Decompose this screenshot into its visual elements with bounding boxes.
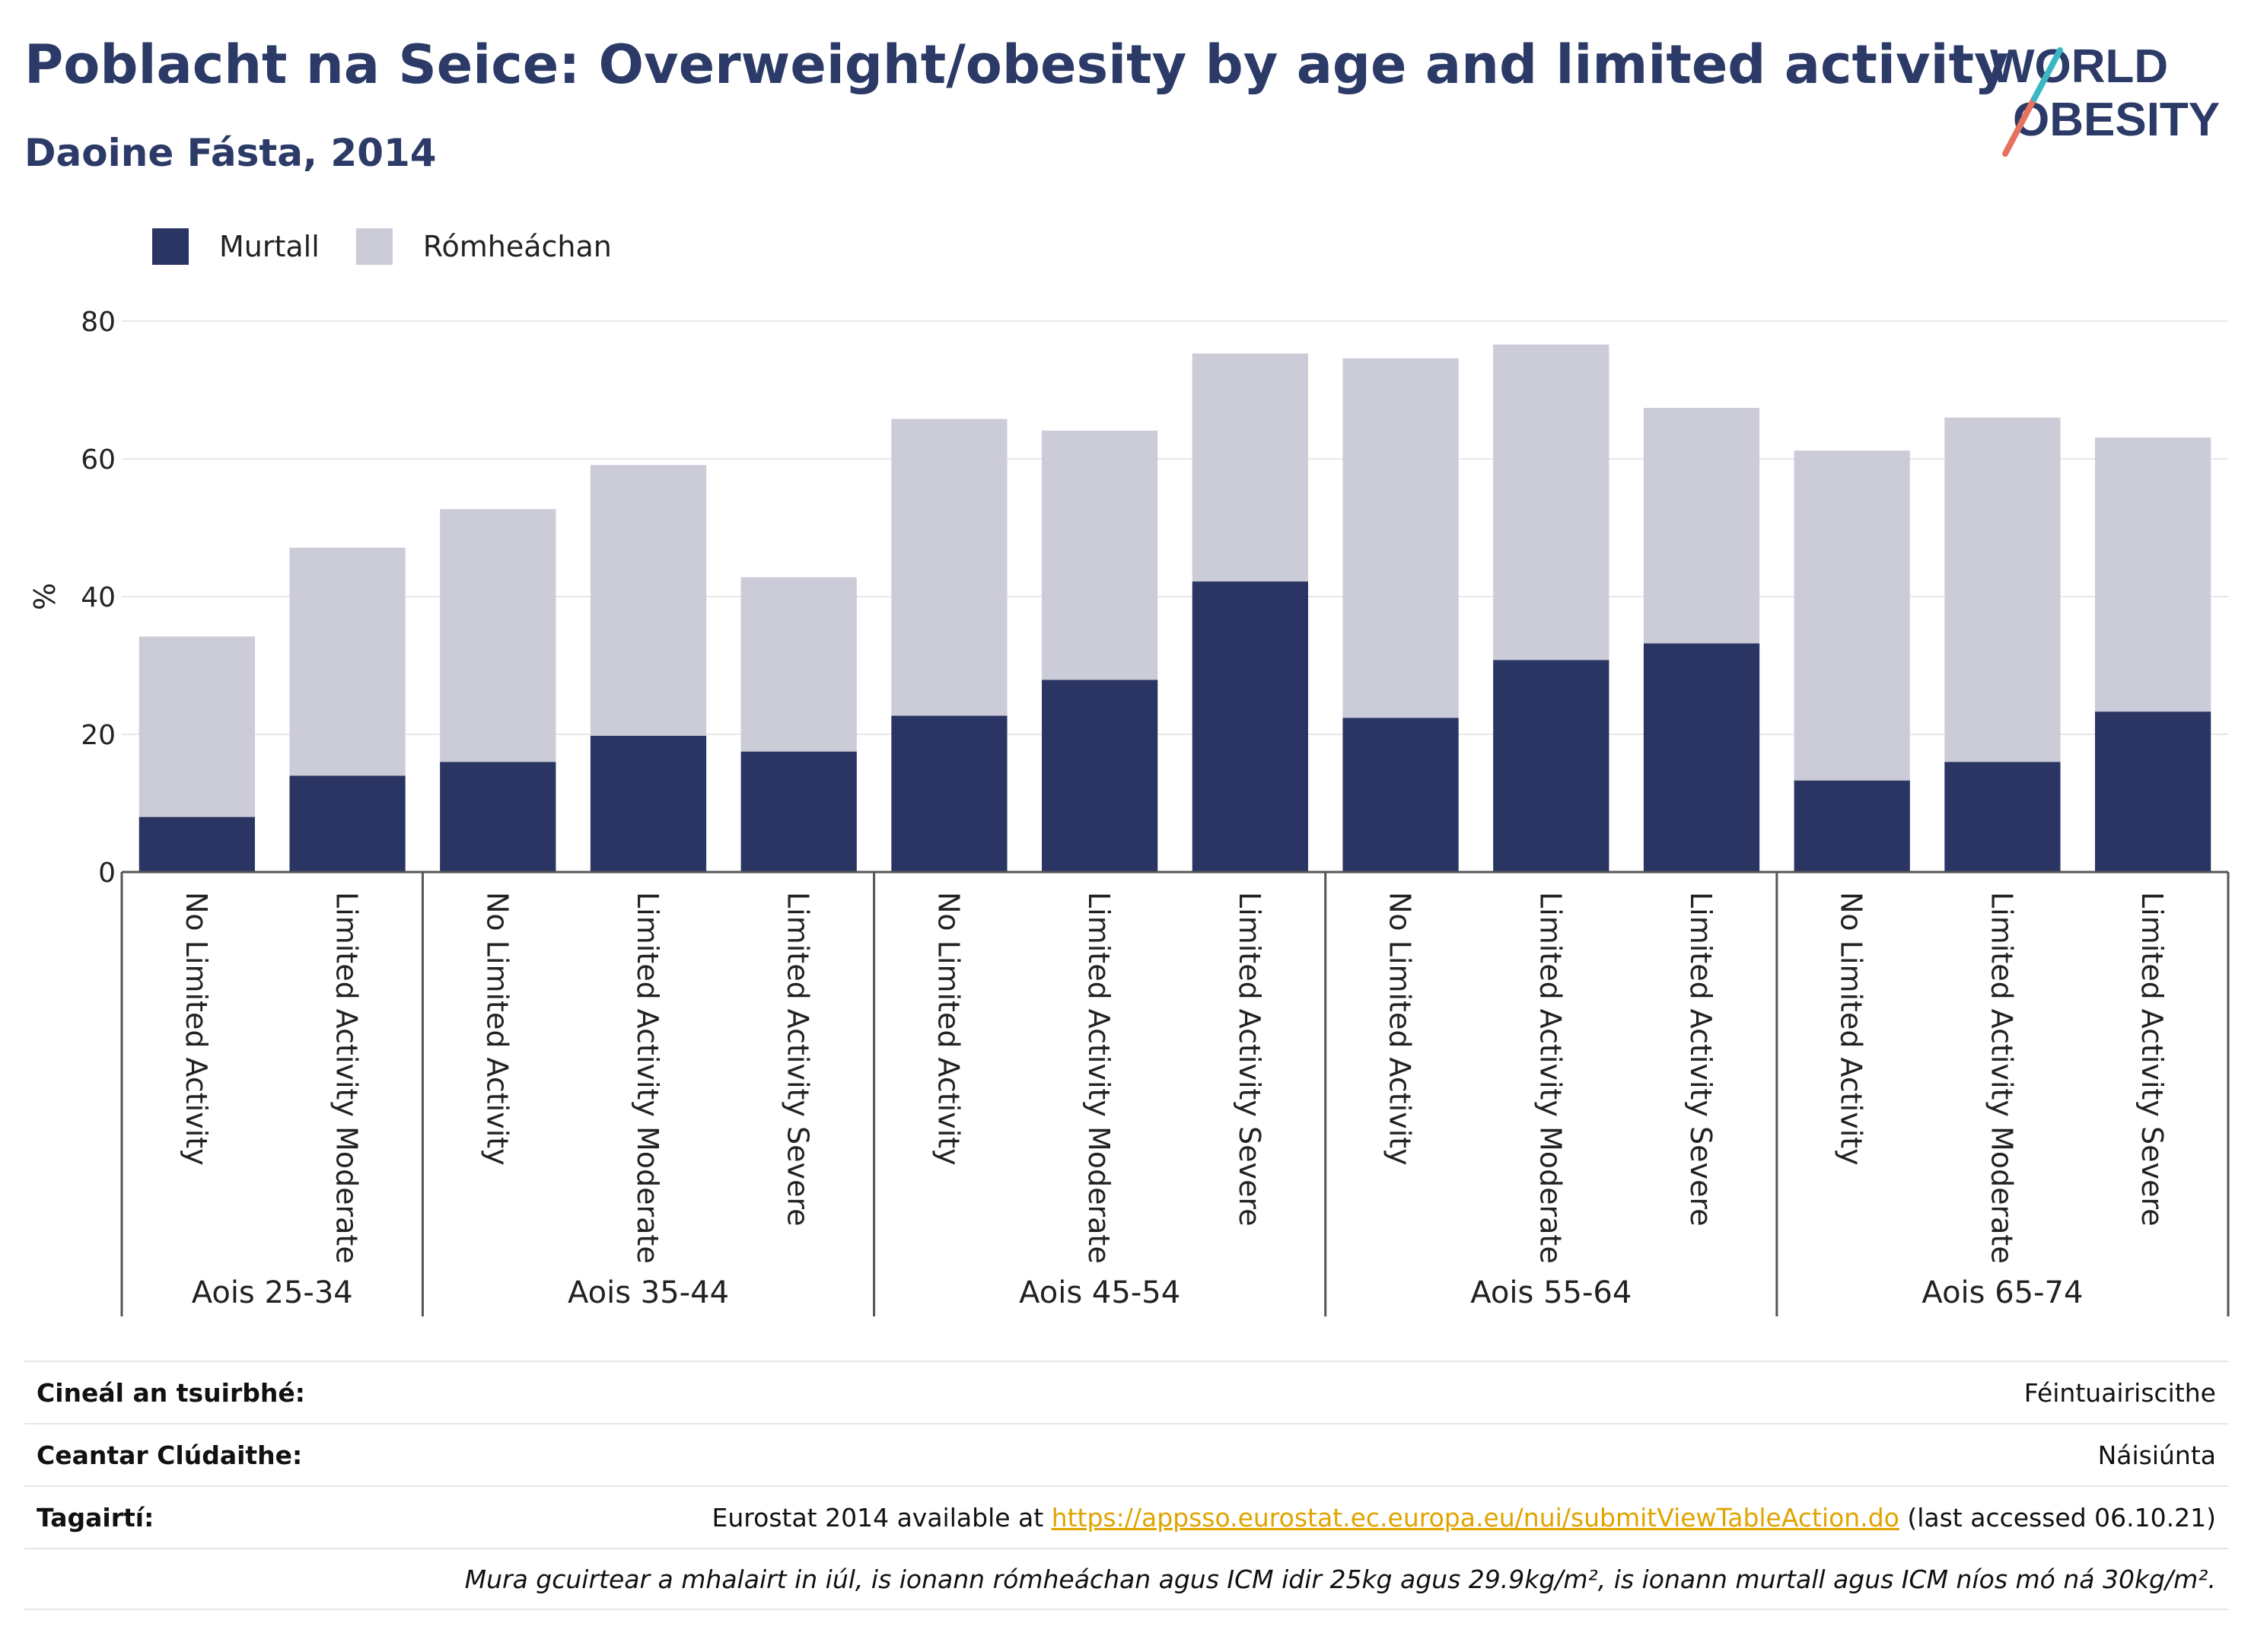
footer-row-note: Mura gcuirtear a mhalairt in iúl, is ion… [24, 1548, 2228, 1610]
reference-suffix: (last accessed 06.10.21) [1899, 1502, 2216, 1533]
bar-murtall [1192, 581, 1308, 872]
logo-line2: OBESITY [2013, 94, 2220, 146]
bar-romheachan [440, 509, 556, 762]
bar-romheachan [1944, 417, 2061, 762]
legend-swatch-romheachan [355, 228, 393, 265]
bar-murtall [138, 816, 255, 872]
bar-romheachan [138, 636, 255, 817]
chart-footer: Cineál an tsuirbhé: Féintuairiscithe Cea… [24, 1361, 2228, 1610]
bar-murtall [1042, 680, 1158, 872]
footer-row-area: Ceantar Clúdaithe: Náisiúnta [24, 1423, 2228, 1485]
area-covered-label: Ceantar Clúdaithe: [37, 1440, 303, 1470]
legend-label-romheachan: Rómheáchan [422, 230, 612, 263]
bar-murtall [1493, 660, 1609, 872]
world-obesity-logo: WORLD OBESITY [1990, 40, 2220, 157]
bar-murtall [1342, 718, 1459, 872]
x-category-label: Limited Activity Moderate [1082, 892, 1116, 1264]
legend-item-murtall: Murtall [152, 228, 320, 265]
reference-link[interactable]: https://appsso.eurostat.ec.europa.eu/nui… [1051, 1502, 1899, 1533]
y-tick-label: 20 [81, 720, 116, 751]
x-category-label: Limited Activity Moderate [1533, 892, 1567, 1264]
bar-romheachan [1192, 353, 1308, 582]
bar-murtall [440, 762, 556, 872]
bar-romheachan [891, 419, 1008, 716]
y-tick-label: 40 [81, 582, 116, 613]
bar-romheachan [590, 465, 707, 736]
references-label: Tagairtí: [37, 1502, 154, 1533]
bar-romheachan [1794, 450, 1910, 781]
x-category-label: Limited Activity Severe [1233, 892, 1266, 1227]
y-tick-label: 60 [81, 444, 116, 476]
x-category-label: Limited Activity Moderate [631, 892, 664, 1264]
y-axis-label: % [28, 583, 62, 610]
survey-type-label: Cineál an tsuirbhé: [37, 1377, 305, 1408]
bar-murtall [289, 775, 406, 872]
x-category-label: No Limited Activity [480, 892, 514, 1166]
x-group-label: Aois 25-34 [192, 1275, 353, 1310]
x-category-label: Limited Activity Moderate [1985, 892, 2018, 1264]
page-title: Poblacht na Seice: Overweight/obesity by… [24, 33, 2009, 96]
x-group-label: Aois 35-44 [568, 1275, 729, 1310]
y-tick-label: 0 [98, 858, 116, 889]
survey-type-value: Féintuairiscithe [2023, 1377, 2216, 1408]
x-category-label: No Limited Activity [180, 892, 213, 1166]
logo-line1: WORLD [1990, 40, 2168, 93]
bar-murtall [2095, 711, 2211, 872]
bar-romheachan [1493, 344, 1609, 660]
bar-murtall [1643, 643, 1760, 872]
bar-romheachan [1042, 430, 1158, 680]
area-covered-value: Náisiúnta [2097, 1440, 2216, 1470]
footer-row-references: Tagairtí: Eurostat 2014 available at htt… [24, 1485, 2228, 1548]
stacked-bar-chart: 0 20 40 60 80% No Limited Activity Limited Act… [28, 307, 2230, 1316]
legend-swatch-murtall [152, 228, 189, 265]
definition-note: Mura gcuirtear a mhalairt in iúl, is ion… [464, 1564, 2216, 1594]
x-group-label: Aois 65-74 [1921, 1275, 2083, 1310]
bar-murtall [1944, 762, 2061, 872]
x-category-label: Limited Activity Moderate [330, 892, 364, 1264]
x-category-label: Limited Activity Severe [1684, 892, 1718, 1227]
x-category-label: Limited Activity Severe [2135, 892, 2169, 1227]
footer-row-survey: Cineál an tsuirbhé: Féintuairiscithe [24, 1361, 2228, 1423]
bar-romheachan [740, 577, 857, 752]
bar-murtall [740, 751, 857, 872]
bar-murtall [1794, 780, 1910, 872]
x-group-label: Aois 55-64 [1470, 1275, 1632, 1310]
bar-romheachan [2095, 437, 2211, 712]
reference-prefix: Eurostat 2014 available at [712, 1502, 1052, 1533]
legend-item-romheachan: Rómheáchan [355, 228, 612, 265]
x-group-label: Aois 45-54 [1019, 1275, 1180, 1310]
legend-label-murtall: Murtall [219, 230, 320, 263]
x-category-label: Limited Activity Severe [782, 892, 815, 1227]
x-category-label: No Limited Activity [1835, 892, 1868, 1166]
x-category-label: No Limited Activity [1383, 892, 1417, 1166]
bar-romheachan [1342, 358, 1459, 718]
references-value: Eurostat 2014 available at https://appss… [712, 1503, 2216, 1533]
bar-murtall [891, 715, 1008, 872]
bar-romheachan [289, 547, 406, 776]
y-tick-label: 80 [81, 307, 116, 338]
bar-romheachan [1643, 408, 1760, 644]
bar-murtall [590, 735, 707, 872]
page-subtitle: Daoine Fásta, 2014 [24, 131, 437, 175]
x-category-label: No Limited Activity [931, 892, 965, 1166]
chart-legend: Murtall Rómheáchan [152, 225, 648, 268]
